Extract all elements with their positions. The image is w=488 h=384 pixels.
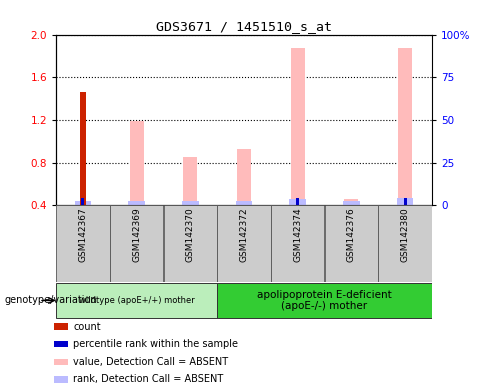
Text: GSM142372: GSM142372 (240, 208, 248, 262)
Bar (343, 201, 360, 205)
Text: GSM142367: GSM142367 (79, 208, 87, 263)
Bar (290, 48, 305, 205)
Bar (57, 283, 217, 318)
Text: GSM142380: GSM142380 (401, 208, 409, 263)
Bar (54, 376, 67, 383)
Bar (54, 341, 67, 348)
Bar (164, 205, 217, 282)
Bar (404, 198, 407, 205)
Bar (57, 205, 109, 282)
Bar (129, 121, 144, 205)
Text: GSM142370: GSM142370 (186, 208, 195, 263)
Bar (398, 48, 412, 205)
Bar (236, 201, 252, 205)
Text: GSM142369: GSM142369 (132, 208, 141, 263)
Bar (54, 323, 67, 330)
Bar (289, 199, 306, 205)
Bar (344, 199, 359, 205)
Bar (81, 198, 84, 205)
Bar (397, 198, 413, 205)
Bar (218, 283, 431, 318)
Bar (296, 198, 299, 205)
Bar (110, 205, 163, 282)
Text: apolipoprotein E-deficient
(apoE-/-) mother: apolipoprotein E-deficient (apoE-/-) mot… (257, 290, 392, 311)
Text: genotype/variation: genotype/variation (5, 295, 98, 306)
Text: wildtype (apoE+/+) mother: wildtype (apoE+/+) mother (79, 296, 195, 305)
Text: percentile rank within the sample: percentile rank within the sample (73, 339, 238, 349)
Bar (379, 205, 431, 282)
Bar (182, 201, 199, 205)
Bar (183, 157, 198, 205)
Bar (75, 201, 91, 205)
Text: GSM142376: GSM142376 (347, 208, 356, 263)
Text: count: count (73, 321, 101, 331)
Bar (325, 205, 378, 282)
Bar (54, 359, 67, 365)
Text: value, Detection Call = ABSENT: value, Detection Call = ABSENT (73, 357, 228, 367)
Text: GSM142374: GSM142374 (293, 208, 302, 262)
Bar (237, 149, 251, 205)
Bar (218, 205, 270, 282)
Bar (80, 92, 86, 205)
Text: rank, Detection Call = ABSENT: rank, Detection Call = ABSENT (73, 374, 224, 384)
Title: GDS3671 / 1451510_s_at: GDS3671 / 1451510_s_at (156, 20, 332, 33)
Bar (271, 205, 324, 282)
Bar (128, 201, 145, 205)
